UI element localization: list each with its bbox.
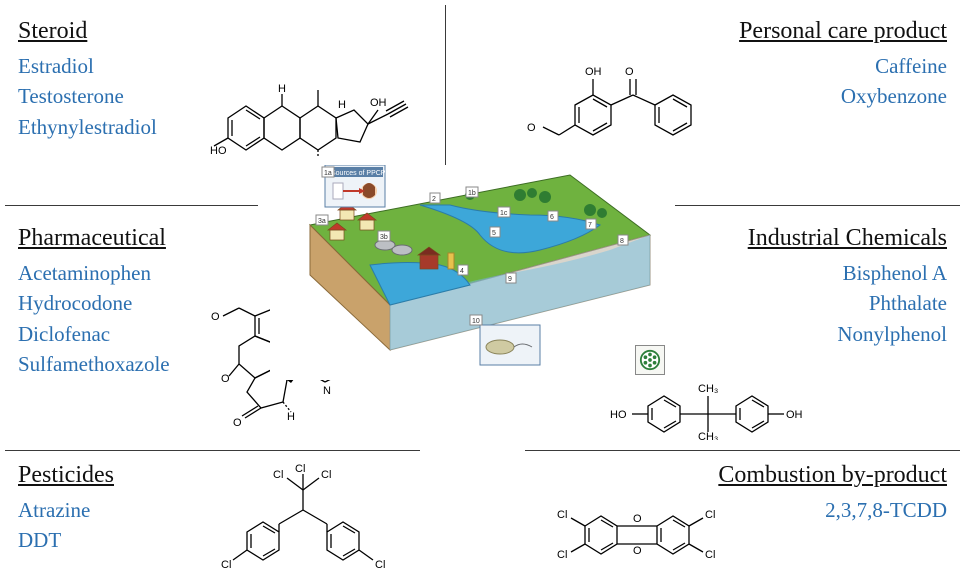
divider-h-left-1	[5, 205, 258, 206]
category-pesticides: Pesticides Atrazine DDT	[18, 462, 114, 556]
svg-text:10: 10	[472, 318, 480, 325]
svg-text:1b: 1b	[468, 190, 476, 197]
category-items: Acetaminophen Hydrocodone Diclofenac Sul…	[18, 258, 170, 380]
svg-text:OH: OH	[585, 66, 602, 78]
svg-text:9: 9	[508, 276, 512, 283]
marker: 8	[618, 235, 628, 245]
svg-text:O: O	[233, 417, 242, 429]
svg-text:Cl: Cl	[557, 549, 567, 561]
svg-text:CH₃: CH₃	[698, 431, 718, 440]
svg-text:5: 5	[492, 230, 496, 237]
epa-logo	[635, 345, 665, 375]
svg-text:O: O	[527, 122, 536, 134]
svg-text:O: O	[633, 545, 642, 557]
compound-item: Atrazine	[18, 495, 114, 525]
marker: 9	[506, 273, 516, 283]
svg-text:4: 4	[460, 268, 464, 275]
ethynylestradiol-structure: HO OH H H	[210, 18, 410, 158]
svg-text:Cl: Cl	[221, 559, 231, 571]
divider-h-right-2	[525, 450, 960, 451]
category-items: Atrazine DDT	[18, 495, 114, 556]
marker: 1b	[466, 187, 478, 197]
marker: 1c	[498, 207, 510, 217]
compound-item: Diclofenac	[18, 319, 170, 349]
marker: 4	[458, 265, 468, 275]
category-steroid: Steroid Estradiol Testosterone Ethynyles…	[18, 18, 157, 142]
svg-text:2: 2	[432, 196, 436, 203]
svg-text:1c: 1c	[500, 210, 508, 217]
callout-caption: Sources of PPCPs	[331, 170, 389, 177]
category-pharmaceutical: Pharmaceutical Acetaminophen Hydrocodone…	[18, 225, 170, 380]
compound-item: Testosterone	[18, 81, 157, 111]
compound-item: Ethynylestradiol	[18, 112, 157, 142]
category-title: Pesticides	[18, 462, 114, 489]
category-items: Caffeine Oxybenzone	[739, 51, 947, 112]
svg-text:Cl: Cl	[295, 463, 305, 475]
compound-item: Oxybenzone	[739, 81, 947, 111]
svg-text:Cl: Cl	[557, 509, 567, 521]
svg-text:Cl: Cl	[273, 469, 283, 481]
svg-text:H: H	[338, 99, 346, 111]
svg-text:Cl: Cl	[375, 559, 385, 571]
compound-item: Nonylphenol	[748, 319, 947, 349]
compound-item: Sulfamethoxazole	[18, 349, 170, 379]
svg-text:O: O	[633, 513, 642, 525]
svg-text:CH₃: CH₃	[698, 383, 718, 395]
category-items: Bisphenol A Phthalate Nonylphenol	[748, 258, 947, 349]
tcdd-structure: O O Cl Cl Cl Cl	[545, 498, 760, 570]
divider-h-right-1	[675, 205, 960, 206]
svg-text:6: 6	[550, 214, 554, 221]
svg-text:O: O	[221, 373, 230, 385]
ddt-structure: Cl Cl Cl Cl Cl	[195, 460, 410, 575]
category-title: Pharmaceutical	[18, 225, 170, 252]
marker: 6	[548, 211, 558, 221]
marker: 2	[430, 193, 440, 203]
svg-text:OH: OH	[786, 409, 803, 421]
category-title: Steroid	[18, 18, 157, 45]
marker: 3a	[316, 215, 328, 225]
svg-text:7: 7	[588, 222, 592, 229]
svg-text:O: O	[211, 311, 220, 323]
svg-text:HO: HO	[610, 409, 627, 421]
svg-text:H: H	[278, 83, 286, 95]
svg-text:O: O	[625, 66, 634, 78]
svg-text:Cl: Cl	[705, 549, 715, 561]
ppcp-sources-watershed-diagram: Sources of PPCPs 1a 1b 1c 2 3a 3b	[270, 165, 665, 380]
oxybenzone-structure: OH O O	[525, 55, 755, 165]
category-title: Combustion by-product	[718, 462, 947, 489]
category-items: Estradiol Testosterone Ethynylestradiol	[18, 51, 157, 142]
marker: 3b	[378, 231, 390, 241]
compound-item: Caffeine	[739, 51, 947, 81]
compound-item: Bisphenol A	[748, 258, 947, 288]
svg-text:Cl: Cl	[705, 509, 715, 521]
marker: 1a	[322, 167, 334, 177]
category-title: Industrial Chemicals	[748, 225, 947, 252]
svg-text:HO: HO	[210, 145, 227, 157]
divider-vertical	[445, 5, 446, 165]
compound-item: DDT	[18, 525, 114, 555]
svg-text:N: N	[323, 385, 331, 397]
category-industrial: Industrial Chemicals Bisphenol A Phthala…	[748, 225, 947, 349]
svg-text:3b: 3b	[380, 234, 388, 241]
marker: 10	[470, 315, 482, 325]
svg-text:1a: 1a	[324, 170, 332, 177]
bisphenol-a-structure: HO OH CH₃ CH₃	[610, 372, 840, 440]
svg-text:OH: OH	[370, 97, 387, 109]
compound-item: Hydrocodone	[18, 288, 170, 318]
divider-h-left-2	[5, 450, 420, 451]
svg-text:Cl: Cl	[321, 469, 331, 481]
compound-item: Acetaminophen	[18, 258, 170, 288]
compound-item: Phthalate	[748, 288, 947, 318]
category-personal-care: Personal care product Caffeine Oxybenzon…	[739, 18, 947, 112]
marker: 7	[586, 219, 596, 229]
svg-text:H: H	[287, 411, 295, 423]
svg-text:8: 8	[620, 238, 624, 245]
compound-item: Estradiol	[18, 51, 157, 81]
marker: 5	[490, 227, 500, 237]
svg-text:3a: 3a	[318, 218, 326, 225]
category-title: Personal care product	[739, 18, 947, 45]
